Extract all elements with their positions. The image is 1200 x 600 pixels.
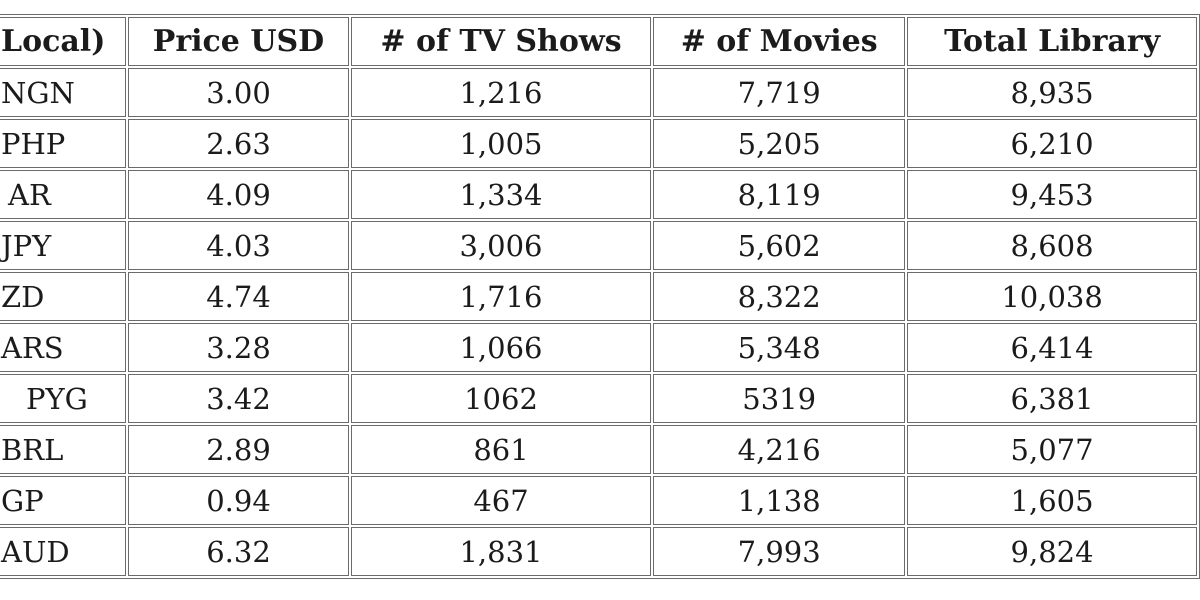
cell-price-usd: 6.32 <box>128 527 349 576</box>
cell-tv-shows: 1,216 <box>350 68 652 117</box>
cell-total-library: 6,381 <box>907 374 1197 423</box>
cell-price-usd: 3.42 <box>128 374 349 423</box>
cell-local: AUD <box>0 527 127 576</box>
cell-total-library: 5,077 <box>907 425 1197 474</box>
cell-tv-shows: 1,005 <box>350 119 652 168</box>
header-local: Local) <box>0 17 127 66</box>
cell-total-library: 10,038 <box>907 272 1197 321</box>
table-row: AUD 6.32 1,831 7,993 9,824 <box>0 527 1197 576</box>
cell-tv-shows: 1062 <box>350 374 652 423</box>
cell-movies: 8,119 <box>653 170 906 219</box>
cell-total-library: 6,210 <box>907 119 1197 168</box>
cell-movies: 7,719 <box>653 68 906 117</box>
cell-tv-shows: 1,716 <box>350 272 652 321</box>
cell-movies: 4,216 <box>653 425 906 474</box>
cell-total-library: 8,608 <box>907 221 1197 270</box>
header-total-library: Total Library <box>907 17 1197 66</box>
table-row: AR 4.09 1,334 8,119 9,453 <box>0 170 1197 219</box>
cell-local: GP <box>0 476 127 525</box>
cell-total-library: 9,824 <box>907 527 1197 576</box>
cell-movies: 1,138 <box>653 476 906 525</box>
table-header: Local) Price USD # of TV Shows # of Movi… <box>0 17 1197 66</box>
cell-local: PYG <box>0 374 127 423</box>
cell-price-usd: 0.94 <box>128 476 349 525</box>
table-row: NGN 3.00 1,216 7,719 8,935 <box>0 68 1197 117</box>
cell-movies: 8,322 <box>653 272 906 321</box>
table-row: JPY 4.03 3,006 5,602 8,608 <box>0 221 1197 270</box>
cell-movies: 5319 <box>653 374 906 423</box>
header-row: Local) Price USD # of TV Shows # of Movi… <box>0 17 1197 66</box>
table-row: ZD 4.74 1,716 8,322 10,038 <box>0 272 1197 321</box>
cell-local: ARS <box>0 323 127 372</box>
cell-movies: 5,205 <box>653 119 906 168</box>
cell-price-usd: 3.00 <box>128 68 349 117</box>
cell-tv-shows: 467 <box>350 476 652 525</box>
price-library-table: Local) Price USD # of TV Shows # of Movi… <box>0 14 1200 579</box>
cell-tv-shows: 861 <box>350 425 652 474</box>
cell-local: PHP <box>0 119 127 168</box>
cell-tv-shows: 1,334 <box>350 170 652 219</box>
cell-total-library: 9,453 <box>907 170 1197 219</box>
table-row: ARS 3.28 1,066 5,348 6,414 <box>0 323 1197 372</box>
cell-price-usd: 2.63 <box>128 119 349 168</box>
cell-total-library: 8,935 <box>907 68 1197 117</box>
cell-local: NGN <box>0 68 127 117</box>
cell-local: AR <box>0 170 127 219</box>
cell-movies: 5,348 <box>653 323 906 372</box>
table-row: BRL 2.89 861 4,216 5,077 <box>0 425 1197 474</box>
cell-tv-shows: 1,066 <box>350 323 652 372</box>
cell-local: JPY <box>0 221 127 270</box>
cell-price-usd: 2.89 <box>128 425 349 474</box>
cell-tv-shows: 3,006 <box>350 221 652 270</box>
cell-local: ZD <box>0 272 127 321</box>
cell-tv-shows: 1,831 <box>350 527 652 576</box>
header-price-usd: Price USD <box>128 17 349 66</box>
header-movies: # of Movies <box>653 17 906 66</box>
cell-price-usd: 4.74 <box>128 272 349 321</box>
cell-total-library: 6,414 <box>907 323 1197 372</box>
cell-movies: 5,602 <box>653 221 906 270</box>
header-tv-shows: # of TV Shows <box>350 17 652 66</box>
cell-price-usd: 4.09 <box>128 170 349 219</box>
cell-price-usd: 4.03 <box>128 221 349 270</box>
table-row: GP 0.94 467 1,138 1,605 <box>0 476 1197 525</box>
cell-movies: 7,993 <box>653 527 906 576</box>
table-row: PYG 3.42 1062 5319 6,381 <box>0 374 1197 423</box>
cell-total-library: 1,605 <box>907 476 1197 525</box>
cell-local: BRL <box>0 425 127 474</box>
cell-price-usd: 3.28 <box>128 323 349 372</box>
table-body: NGN 3.00 1,216 7,719 8,935 PHP 2.63 1,005 5,205 6… <box>0 68 1197 576</box>
table-row: PHP 2.63 1,005 5,205 6,210 <box>0 119 1197 168</box>
